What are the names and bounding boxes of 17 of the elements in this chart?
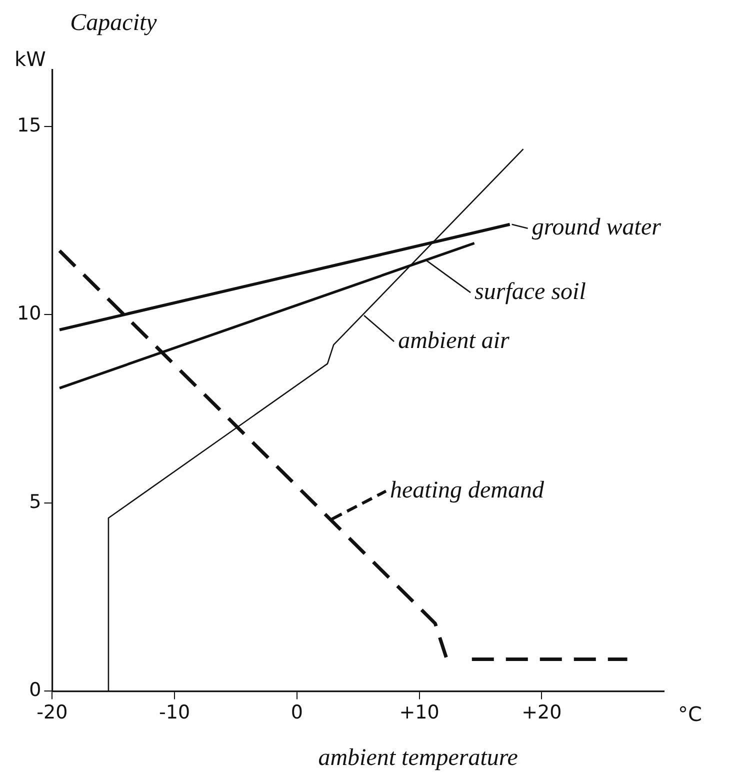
x-tick-label: +10 xyxy=(399,702,440,724)
y-axis-title: Capacity xyxy=(70,10,158,36)
x-tick-label: -10 xyxy=(159,702,190,724)
x-tick-label: 0 xyxy=(290,702,303,724)
y-tick-label: 15 xyxy=(16,114,42,136)
y-tick-label: 5 xyxy=(29,490,42,513)
x-axis-title: ambient temperature xyxy=(318,745,518,771)
legend-label: heating demand xyxy=(390,477,545,504)
text: °C xyxy=(678,702,702,726)
legend-label: surface soil xyxy=(474,278,586,305)
legend-label: ground water xyxy=(532,214,662,241)
x-tick-label: -20 xyxy=(36,702,68,724)
y-tick-label: 0 xyxy=(29,679,42,702)
text: kW xyxy=(14,47,46,71)
y-tick-label: 10 xyxy=(16,302,42,325)
x-tick-label: +20 xyxy=(522,702,562,724)
legend-label: ambient air xyxy=(398,328,510,354)
